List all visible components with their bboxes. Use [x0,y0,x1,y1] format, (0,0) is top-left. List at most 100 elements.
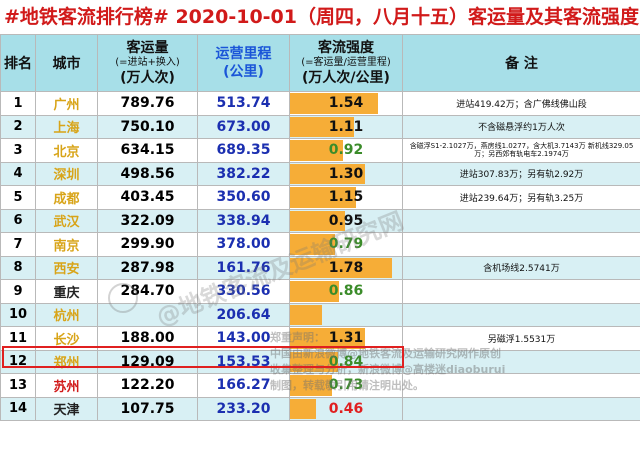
rank-cell: 1 [0,91,36,116]
rank-cell: 6 [0,208,36,233]
intensity-bar [290,375,332,396]
intensity-cell: 0.95 [289,208,403,233]
volume-cell: 122.20 [97,373,198,398]
intensity-value: 1.78 [328,259,364,276]
volume-cell: 498.56 [97,161,198,186]
km-cell: 233.20 [197,396,290,421]
table-row: 6 武汉 322.09 338.94 0.95 [0,208,640,233]
header-city: 城市 [35,34,98,92]
header-volume: 客运量 (=进站+换入) (万人次) [97,34,198,92]
intensity-cell: 0.84 [289,349,403,374]
km-cell: 350.60 [197,185,290,210]
header-intensity: 客流强度 (=客运量/运营里程) (万人次/公里) [289,34,403,92]
table-row: 13 苏州 122.20 166.27 0.73 [0,373,640,398]
volume-cell: 789.76 [97,91,198,116]
intensity-cell: 0.73 [289,373,403,398]
intensity-cell: 0.79 [289,232,403,257]
table-row: 8 西安 287.98 161.76 1.78 含机场线2.5741万 [0,255,640,280]
rank-cell: 11 [0,326,36,351]
volume-cell [97,302,198,327]
header-volume-label: 客运量 [126,40,169,56]
intensity-bar [290,328,366,349]
note-cell [402,208,640,233]
intensity-cell: 0.92 [289,138,403,163]
km-cell: 513.74 [197,91,290,116]
intensity-value: 0.84 [328,353,364,370]
note-cell [402,279,640,304]
header-intensity-unit: (万人次/公里) [302,70,390,86]
intensity-value: 0.92 [328,142,364,159]
intensity-bar [290,163,365,184]
km-cell: 153.53 [197,349,290,374]
city-cell: 西安 [35,255,98,280]
table-row: 11 长沙 188.00 143.00 1.31 另磁浮1.5531万 [0,326,640,351]
volume-cell: 750.10 [97,114,198,139]
intensity-value: 1.15 [328,189,364,206]
table-row: 9 重庆 284.70 330.56 0.86 [0,279,640,304]
city-cell: 苏州 [35,373,98,398]
intensity-cell: 0.46 [289,396,403,421]
intensity-bar [290,210,345,231]
intensity-cell: 1.15 [289,185,403,210]
header-km-unit: (公里) [223,64,264,80]
header-volume-formula: (=进站+换入) [115,57,180,68]
table-row: 3 北京 634.15 689.35 0.92 含磁浮S1-2.1027万，燕房线1.02… [0,138,640,163]
km-cell: 689.35 [197,138,290,163]
intensity-bar [290,93,379,114]
intensity-cell: 1.78 [289,255,403,280]
city-cell: 深圳 [35,161,98,186]
page-title: #地铁客流排行榜# 2020-10-01（周四，八月十五）客运量及其客流强度 [4,6,639,28]
note-cell: 含磁浮S1-2.1027万，燕房线1.0277，含大机3.7143万 新机线32… [402,138,640,163]
rank-cell: 3 [0,138,36,163]
rank-cell: 13 [0,373,36,398]
rank-cell: 8 [0,255,36,280]
note-cell [402,396,640,421]
city-cell: 南京 [35,232,98,257]
intensity-cell: 1.30 [289,161,403,186]
intensity-bar [290,304,322,325]
header-km-label: 运营里程 [215,46,272,62]
note-cell: 含机场线2.5741万 [402,255,640,280]
intensity-bar [290,398,317,419]
km-cell: 338.94 [197,208,290,233]
rank-cell: 14 [0,396,36,421]
volume-cell: 107.75 [97,396,198,421]
volume-cell: 299.90 [97,232,198,257]
intensity-cell [289,302,403,327]
city-cell: 成都 [35,185,98,210]
intensity-cell: 0.86 [289,279,403,304]
volume-cell: 188.00 [97,326,198,351]
km-cell: 161.76 [197,255,290,280]
intensity-value: 0.73 [328,377,364,394]
note-cell [402,349,640,374]
table-body: 1 广州 789.76 513.74 1.54 进站419.42万；含广佛线佛山段 2 上海 7… [0,91,640,421]
intensity-value: 0.46 [328,400,364,417]
city-cell: 杭州 [35,302,98,327]
intensity-bar [290,116,354,137]
header-intensity-formula: (=客运量/运营里程) [301,57,391,68]
note-cell [402,302,640,327]
table-row: 12 郑州 129.09 153.53 0.84 [0,349,640,374]
header-rank: 排名 [0,34,36,92]
city-cell: 广州 [35,91,98,116]
table-row: 4 深圳 498.56 382.22 1.30 进站307.83万；另有轨2.92万 [0,161,640,186]
header-km: 运营里程 (公里) [197,34,290,92]
intensity-value: 0.79 [328,236,364,253]
volume-cell: 287.98 [97,255,198,280]
rank-cell: 7 [0,232,36,257]
note-cell: 进站307.83万；另有轨2.92万 [402,161,640,186]
city-cell: 长沙 [35,326,98,351]
rank-cell: 2 [0,114,36,139]
rank-cell: 5 [0,185,36,210]
header-intensity-label: 客流强度 [318,40,374,56]
note-cell: 另磁浮1.5531万 [402,326,640,351]
note-cell [402,373,640,398]
note-cell: 进站419.42万；含广佛线佛山段 [402,91,640,116]
city-cell: 北京 [35,138,98,163]
city-cell: 上海 [35,114,98,139]
table-row: 1 广州 789.76 513.74 1.54 进站419.42万；含广佛线佛山段 [0,91,640,116]
intensity-cell: 1.31 [289,326,403,351]
km-cell: 673.00 [197,114,290,139]
city-cell: 重庆 [35,279,98,304]
